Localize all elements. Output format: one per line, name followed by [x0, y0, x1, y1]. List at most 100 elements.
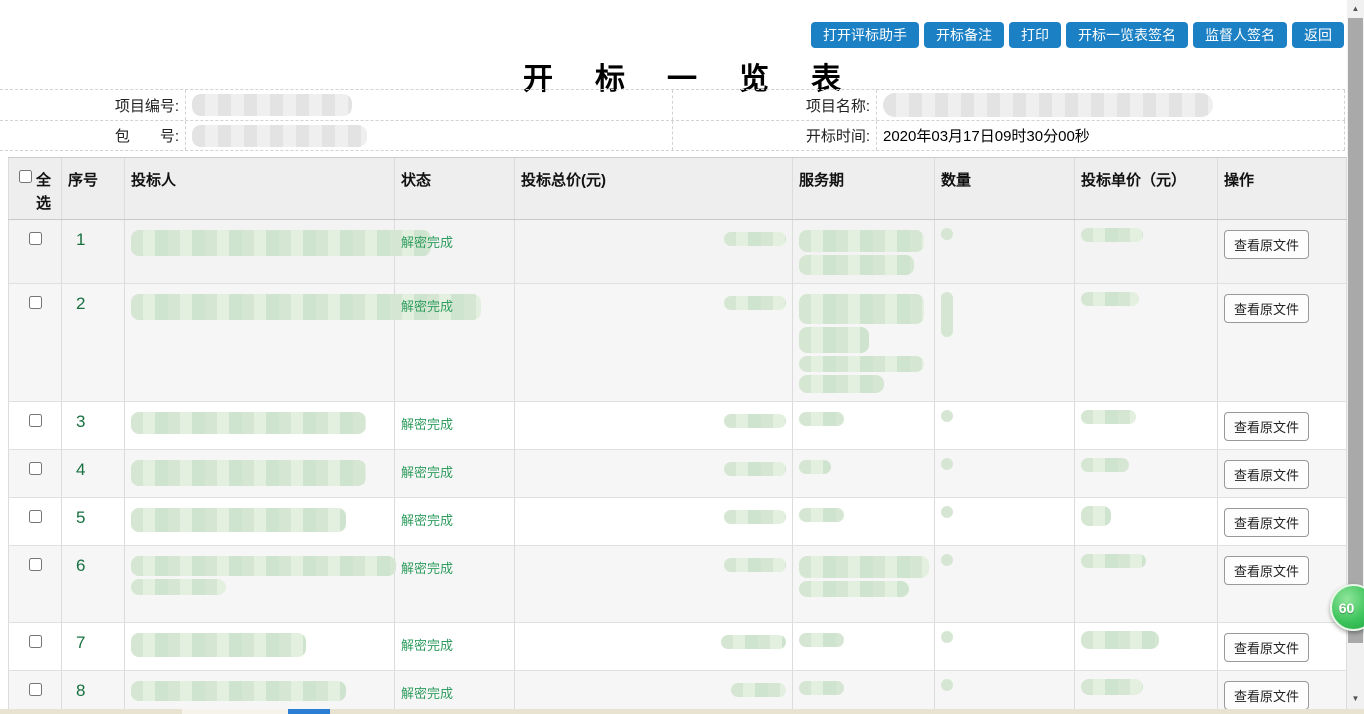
toolbar-button-4[interactable]: 监督人签名: [1193, 22, 1287, 48]
row-unit-price-redacted: [1075, 498, 1218, 545]
redaction-block: [799, 460, 831, 474]
row-seq: 8: [62, 671, 125, 714]
redaction-block: [724, 414, 786, 428]
row-checkbox[interactable]: [28, 462, 42, 475]
project-no-value-redacted: [186, 90, 673, 120]
row-seq: 1: [62, 220, 125, 283]
redaction-block: [1081, 292, 1139, 306]
view-original-file-button[interactable]: 查看原文件: [1224, 556, 1310, 585]
redaction-block: [724, 232, 786, 246]
redaction-block: [799, 356, 924, 372]
view-original-file-button[interactable]: 查看原文件: [1224, 412, 1310, 441]
bid-opening-table: 全选 序号 投标人 状态 投标总价(元) 服务期 数量 投标单价（元） 操作 1…: [8, 157, 1347, 714]
header-service-period: 服务期: [793, 158, 935, 219]
row-quantity-redacted: [935, 546, 1075, 622]
redaction-block: [799, 327, 869, 353]
row-unit-price-redacted: [1075, 623, 1218, 670]
redaction-block: [1081, 506, 1111, 526]
row-seq: 4: [62, 450, 125, 497]
taskbar-strip-segment: [182, 709, 288, 714]
redaction-block: [192, 94, 352, 116]
row-status: 解密完成: [395, 450, 515, 497]
row-unit-price-redacted: [1075, 671, 1218, 714]
redaction-block: [1081, 679, 1143, 695]
row-bidder-redacted: [125, 450, 395, 497]
row-unit-price-redacted: [1075, 284, 1218, 401]
row-checkbox[interactable]: [28, 635, 42, 648]
row-total-price-redacted: [515, 623, 793, 670]
row-service-period-redacted: [793, 450, 935, 497]
redaction-block: [1081, 554, 1146, 568]
table-header-row: 全选 序号 投标人 状态 投标总价(元) 服务期 数量 投标单价（元） 操作: [8, 158, 1347, 220]
row-status: 解密完成: [395, 671, 515, 714]
row-seq: 2: [62, 284, 125, 401]
toolbar-button-5[interactable]: 返回: [1292, 22, 1344, 48]
vertical-scrollbar[interactable]: ▲ ▼: [1347, 0, 1364, 714]
toolbar-button-3[interactable]: 开标一览表签名: [1066, 22, 1188, 48]
view-original-file-button[interactable]: 查看原文件: [1224, 294, 1310, 323]
view-original-file-button[interactable]: 查看原文件: [1224, 508, 1310, 537]
row-service-period-redacted: [793, 623, 935, 670]
view-original-file-button[interactable]: 查看原文件: [1224, 633, 1310, 662]
row-checkbox[interactable]: [28, 414, 42, 427]
redaction-block: [941, 554, 953, 566]
countdown-timer-badge[interactable]: 60: [1330, 584, 1364, 631]
row-bidder-redacted: [125, 623, 395, 670]
redaction-block: [941, 458, 953, 470]
view-original-file-button[interactable]: 查看原文件: [1224, 460, 1310, 489]
row-select-cell: [8, 671, 62, 714]
row-checkbox[interactable]: [28, 510, 42, 523]
scrollbar-up-arrow-icon[interactable]: ▲: [1351, 4, 1360, 13]
row-quantity-redacted: [935, 402, 1075, 449]
row-action-cell: 查看原文件: [1218, 498, 1347, 545]
row-seq: 6: [62, 546, 125, 622]
header-unit-price: 投标单价（元）: [1075, 158, 1218, 219]
project-info: 项目编号: 项目名称: 包 号: 开标时间: 2020年03月17日09时30分…: [0, 89, 1345, 151]
table-row: 6 解密完成 查看原文件: [8, 546, 1347, 623]
redaction-block: [883, 93, 1213, 117]
redaction-block: [941, 292, 953, 337]
page-title: 开标一览表: [523, 63, 883, 96]
row-bidder-redacted: [125, 402, 395, 449]
redaction-block: [131, 681, 346, 701]
row-bidder-redacted: [125, 220, 431, 283]
row-total-price-redacted: [515, 671, 793, 714]
redaction-block: [131, 294, 481, 320]
header-select-all: 全选: [8, 158, 62, 219]
view-original-file-button[interactable]: 查看原文件: [1224, 230, 1310, 259]
row-checkbox[interactable]: [28, 558, 42, 571]
scrollbar-down-arrow-icon[interactable]: ▼: [1351, 694, 1360, 703]
row-status: 解密完成: [395, 623, 515, 670]
view-original-file-button[interactable]: 查看原文件: [1224, 681, 1310, 710]
row-status: 解密完成: [395, 546, 515, 622]
redaction-block: [941, 228, 953, 240]
redaction-block: [131, 633, 306, 657]
row-checkbox[interactable]: [28, 232, 42, 245]
row-select-cell: [8, 498, 62, 545]
row-unit-price-redacted: [1075, 450, 1218, 497]
open-time-label: 开标时间:: [673, 121, 877, 150]
row-bidder-redacted: [125, 284, 481, 401]
redaction-block: [799, 556, 929, 578]
row-total-price-redacted: [515, 546, 793, 622]
header-total-price: 投标总价(元): [515, 158, 793, 219]
toolbar-button-2[interactable]: 打印: [1009, 22, 1061, 48]
toolbar-button-1[interactable]: 开标备注: [924, 22, 1004, 48]
table-row: 8 解密完成 查看原文件: [8, 671, 1347, 714]
select-all-checkbox[interactable]: [19, 170, 32, 183]
redaction-block: [799, 581, 909, 597]
redaction-block: [799, 230, 924, 252]
table-row: 3 解密完成 查看原文件: [8, 402, 1347, 450]
redaction-block: [941, 631, 953, 643]
row-status: 解密完成: [395, 220, 515, 283]
row-checkbox[interactable]: [28, 296, 42, 309]
project-no-label: 项目编号:: [0, 90, 186, 120]
taskbar-strip: [0, 709, 1364, 714]
row-quantity-redacted: [935, 284, 1075, 401]
project-name-label: 项目名称:: [673, 90, 877, 120]
header-seq: 序号: [62, 158, 125, 219]
scrollbar-thumb[interactable]: [1348, 18, 1363, 643]
toolbar-button-0[interactable]: 打开评标助手: [811, 22, 919, 48]
row-checkbox[interactable]: [28, 683, 42, 696]
row-select-cell: [8, 402, 62, 449]
